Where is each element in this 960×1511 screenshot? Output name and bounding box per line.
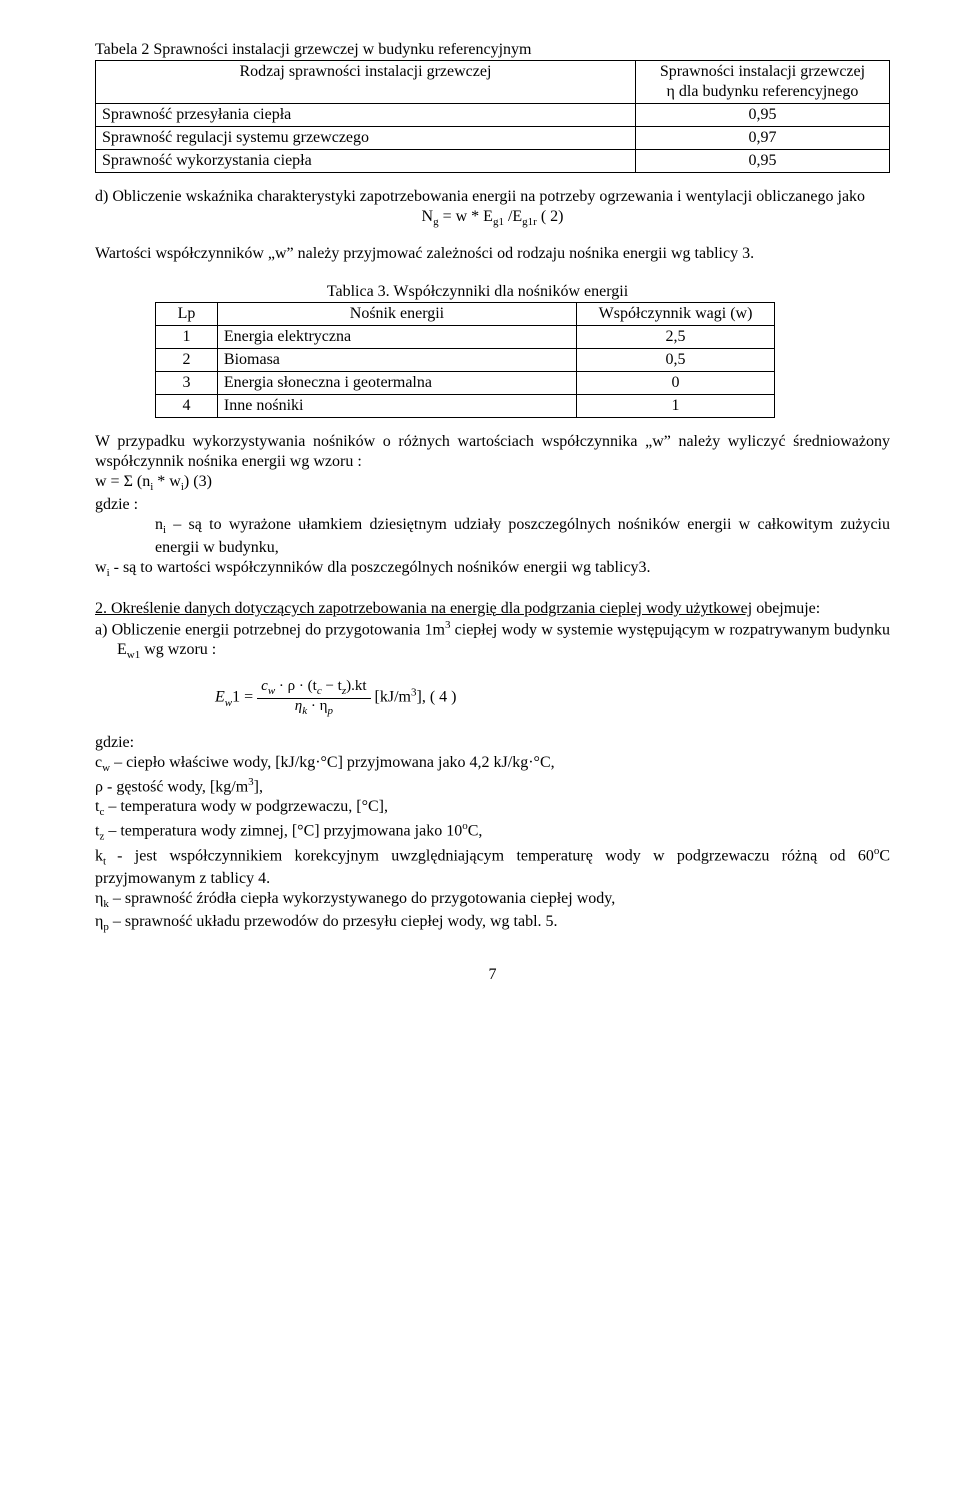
cell-header: Lp [156,302,218,325]
table2: Rodzaj sprawności instalacji grzewczej S… [95,60,890,173]
para-w-coefficients: Wartości współczynników „w” należy przyj… [95,244,890,264]
formula-3: w = Σ (ni * wi) (3) [95,472,890,495]
table-row: Sprawność wykorzystania ciepła 0,95 [96,150,890,173]
table2-header-col2-line1: Sprawności instalacji grzewczej [660,63,865,80]
formula-4: Ew1 = cw · ρ · (tc − tz).kt ηk · ηp [kJ/… [215,679,890,717]
cell: 0,5 [576,348,774,371]
item-a: a) Obliczenie energii potrzebnej do przy… [95,619,890,663]
table3: Lp Nośnik energii Współczynnik wagi (w) … [155,302,775,418]
where-label: gdzie : [95,495,890,515]
para-weighted-avg: W przypadku wykorzystywania nośników o r… [95,432,890,472]
cell: 4 [156,394,218,417]
formula-2: Ng = w * Eg1 /Eg1r ( 2) [95,207,890,230]
cell: 2 [156,348,218,371]
cell: 1 [576,394,774,417]
cell-header: Współczynnik wagi (w) [576,302,774,325]
table-row: 1 Energia elektryczna 2,5 [156,325,775,348]
definition-eta-k: ηk – sprawność źródła ciepła wykorzystyw… [95,889,890,912]
table2-header-col1: Rodzaj sprawności instalacji grzewczej [96,61,636,104]
cell-label: Sprawność regulacji systemu grzewczego [96,127,636,150]
table-row: 2 Biomasa 0,5 [156,348,775,371]
cell: Biomasa [217,348,576,371]
definition-rho: ρ - gęstość wody, [kg/m3], [95,776,890,797]
definition-eta-p: ηp – sprawność układu przewodów do przes… [95,912,890,935]
table2-header-col2: Sprawności instalacji grzewczej η dla bu… [635,61,889,104]
where-label-2: gdzie: [95,733,890,753]
table2-header-col2-line2: η dla budynku referencyjnego [667,83,859,100]
table-row: Sprawność regulacji systemu grzewczego 0… [96,127,890,150]
table-row: Lp Nośnik energii Współczynnik wagi (w) [156,302,775,325]
table-row: 4 Inne nośniki 1 [156,394,775,417]
cell: 2,5 [576,325,774,348]
table3-caption: Tablica 3. Współczynniki dla nośników en… [65,282,890,302]
definition-kt: kt - jest współczynnikiem korekcyjnym uw… [95,845,890,889]
section-2-underline: 2. Określenie danych dotyczących zapotrz… [95,600,752,617]
cell: Energia elektryczna [217,325,576,348]
table2-caption: Tabela 2 Sprawności instalacji grzewczej… [95,40,890,60]
definition-tz: tz – temperatura wody zimnej, [°C] przyj… [95,820,890,844]
item-d: d) Obliczenie wskaźnika charakterystyki … [95,187,890,207]
cell-value: 0,97 [635,127,889,150]
table-row: 3 Energia słoneczna i geotermalna 0 [156,371,775,394]
definition-tc: tc – temperatura wody w podgrzewaczu, [°… [95,797,890,820]
definition-cw: cw – ciepło właściwe wody, [kJ/kg·°C] pr… [95,753,890,776]
table-row: Sprawność przesyłania ciepła 0,95 [96,104,890,127]
definition-ni: ni – są to wyrażone ułamkiem dziesiętnym… [95,515,890,558]
page-number: 7 [95,965,890,985]
cell: 1 [156,325,218,348]
definition-wi: wi - są to wartości współczynników dla p… [95,558,890,581]
cell-header: Nośnik energii [217,302,576,325]
section-2-heading: 2. Określenie danych dotyczących zapotrz… [95,599,890,619]
cell-value: 0,95 [635,104,889,127]
cell-value: 0,95 [635,150,889,173]
cell: 0 [576,371,774,394]
cell: Energia słoneczna i geotermalna [217,371,576,394]
cell: 3 [156,371,218,394]
cell-label: Sprawność wykorzystania ciepła [96,150,636,173]
cell: Inne nośniki [217,394,576,417]
cell-label: Sprawność przesyłania ciepła [96,104,636,127]
